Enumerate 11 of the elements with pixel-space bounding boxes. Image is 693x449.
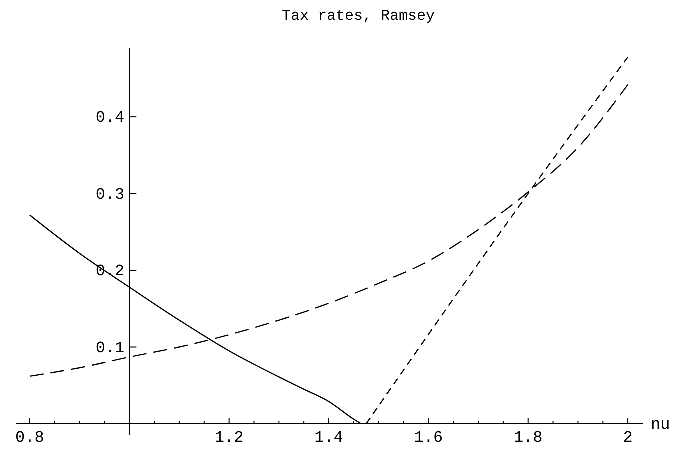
- x-tick-label: 1.8: [514, 428, 543, 447]
- x-axis-title: nu: [651, 416, 670, 434]
- chart-title: Tax rates, Ramsey: [282, 8, 436, 25]
- x-tick-label: 1.6: [414, 428, 444, 447]
- x-tick-label: 0.8: [16, 428, 44, 447]
- x-tick-label: 2: [623, 428, 633, 447]
- y-tick-label: 0.1: [96, 339, 125, 358]
- y-tick-label: 0.3: [96, 186, 125, 204]
- x-tick-label: 1.4: [314, 428, 344, 447]
- x-tick-label: 1.2: [214, 428, 244, 447]
- y-tick-label: 0.4: [96, 109, 125, 128]
